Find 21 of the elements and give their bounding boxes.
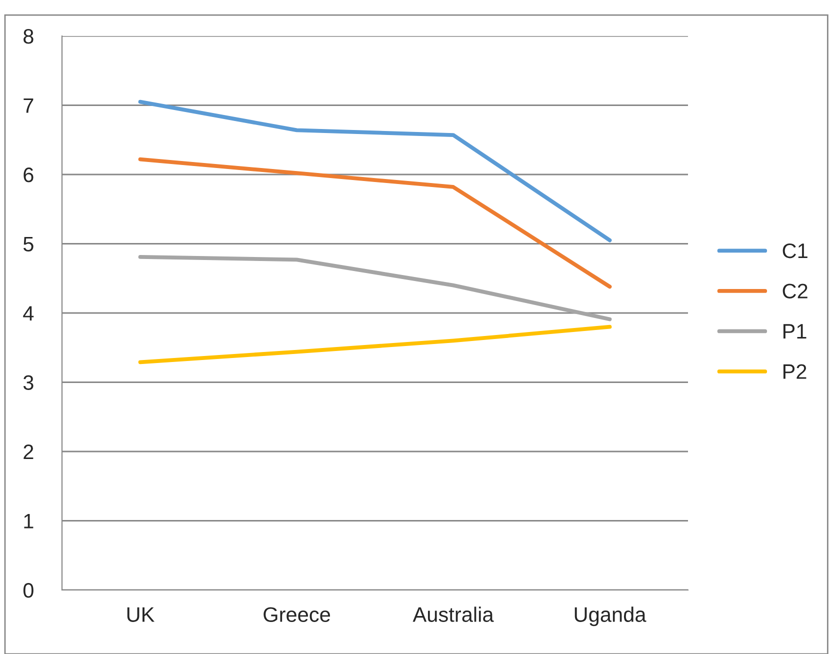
- line-series: [138, 157, 612, 289]
- x-tick-label: UK: [127, 607, 154, 622]
- x-tick-label: Australia: [412, 606, 494, 622]
- legend-label: P1: [783, 324, 806, 339]
- line-series: [138, 100, 612, 242]
- y-tick-label: 5: [23, 236, 34, 252]
- legend-label: P2: [783, 364, 806, 379]
- y-tick-label: 6: [24, 168, 34, 182]
- line-series: [138, 324, 612, 364]
- y-tick-label: 4: [23, 306, 34, 321]
- x-tick-label: Uganda: [574, 606, 646, 626]
- y-tick-label: 0: [23, 583, 34, 598]
- x-tick-label: Greece: [264, 607, 330, 622]
- legend-label: C1: [782, 243, 808, 258]
- y-tick-label: 8: [24, 29, 34, 44]
- y-tick-label: 3: [23, 375, 34, 390]
- y-tick-label: 7: [24, 98, 34, 113]
- line-series: [138, 254, 612, 322]
- y-tick-label: 2: [24, 444, 34, 460]
- y-tick-label: 1: [24, 514, 34, 528]
- legend-label: C2: [782, 284, 808, 298]
